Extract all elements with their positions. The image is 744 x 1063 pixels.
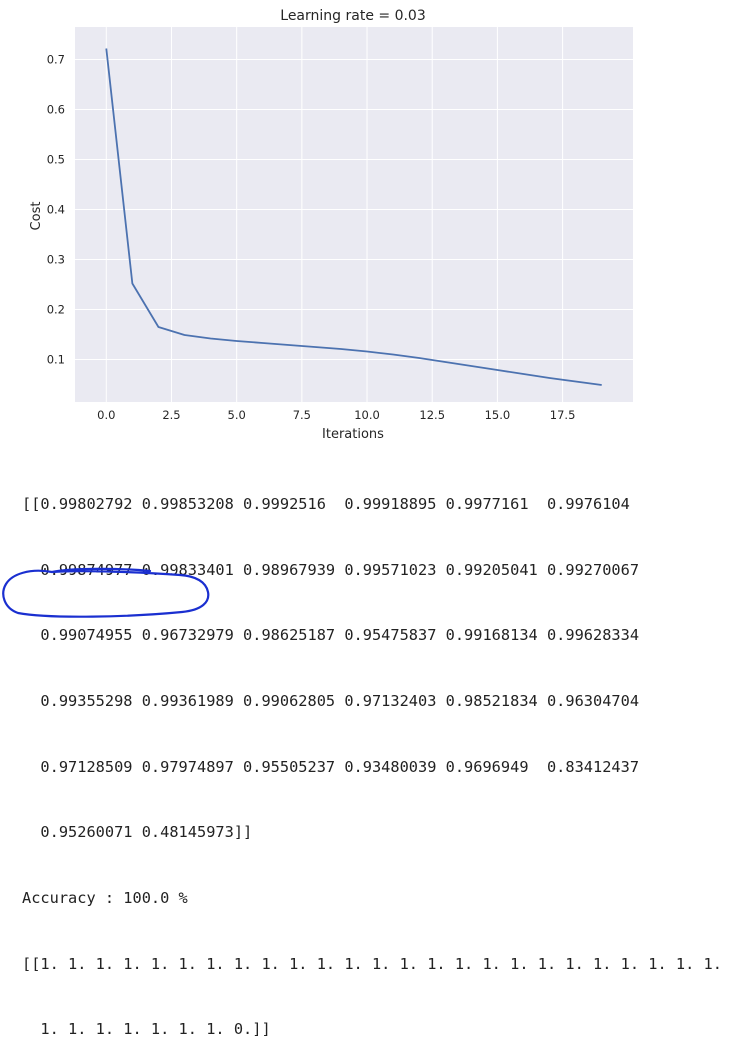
probabilities-line: [[0.99802792 0.99853208 0.9992516 0.9991… xyxy=(22,494,630,513)
probabilities-line: 0.95260071 0.48145973]] xyxy=(22,823,253,842)
y-tick-label: 0.4 xyxy=(47,203,65,217)
x-tick-label: 2.5 xyxy=(162,408,180,422)
y-tick-label: 0.3 xyxy=(47,253,65,267)
probabilities-line: 0.99074955 0.96732979 0.98625187 0.95475… xyxy=(22,626,640,645)
chart-title: Learning rate = 0.03 xyxy=(280,8,425,24)
y-tick-label: 0.5 xyxy=(47,153,65,167)
y-tick-label: 0.2 xyxy=(47,303,65,317)
accuracy-circle-scribble xyxy=(2,567,210,618)
predictions-line: 1. 1. 1. 1. 1. 1. 1. 0.]] xyxy=(22,1020,271,1039)
cost-chart: 0.0 2.5 5.0 7.5 10.0 12.5 15.0 17.5 0.10.20.30.… xyxy=(29,8,633,442)
x-tick-label: 17.5 xyxy=(550,408,576,422)
x-tick-label: 10.0 xyxy=(354,408,380,422)
y-tick-label: 0.1 xyxy=(47,353,65,367)
accuracy-line: Accuracy : 100.0 % xyxy=(22,889,188,908)
x-axis-label: Iterations xyxy=(322,427,384,442)
y-tick-labels: 0.1 0.2 0.3 0.4 0.5 0.6 0.7 xyxy=(47,53,65,367)
hand-drawn-circle-annotation xyxy=(2,567,210,618)
y-tick-label: 0.6 xyxy=(47,103,65,117)
plot-background xyxy=(75,27,633,402)
x-tick-label: 15.0 xyxy=(485,408,511,422)
grid-lines xyxy=(75,27,633,402)
x-tick-label: 12.5 xyxy=(419,408,445,422)
probabilities-line: 0.99355298 0.99361989 0.99062805 0.97132… xyxy=(22,691,640,710)
x-tick-label: 0.0 xyxy=(97,408,115,422)
x-tick-label: 7.5 xyxy=(293,408,311,422)
cost-series-line xyxy=(105,48,602,386)
x-tick-label: 5.0 xyxy=(228,408,246,422)
predictions-line: [[1. 1. 1. 1. 1. 1. 1. 1. 1. 1. 1. 1. 1.… xyxy=(22,954,722,973)
x-tick-labels: 0.0 2.5 5.0 7.5 10.0 12.5 15.0 17.5 xyxy=(97,408,575,422)
y-tick-label: 0.7 xyxy=(47,53,65,67)
y-axis-label: Cost xyxy=(29,202,44,231)
probabilities-line: 0.97128509 0.97974897 0.95505237 0.93480… xyxy=(22,757,640,776)
